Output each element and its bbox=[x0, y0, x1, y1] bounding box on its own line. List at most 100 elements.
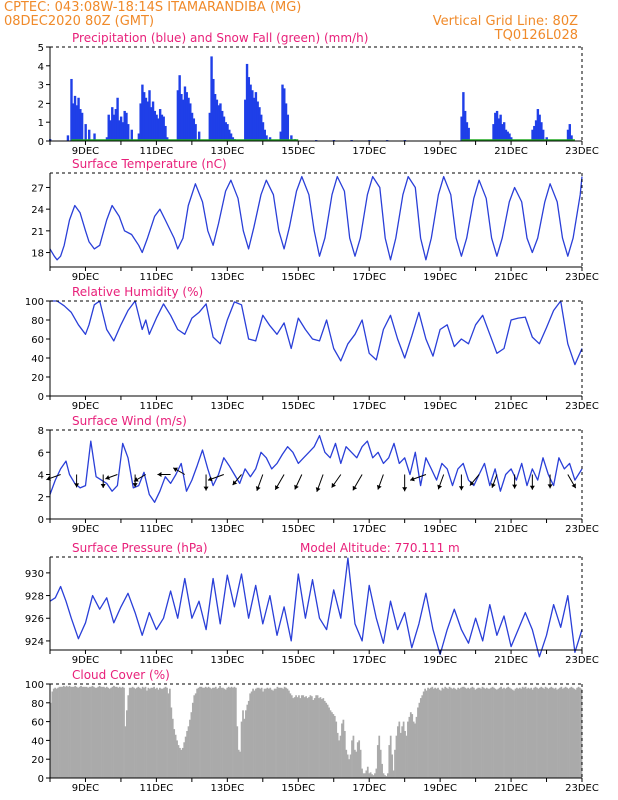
cloud-bar bbox=[450, 687, 452, 778]
precip-bar bbox=[72, 103, 75, 141]
cloud-bar bbox=[140, 688, 143, 778]
cloud-bar bbox=[115, 686, 118, 778]
grid-note: Vertical Grid Line: 80Z bbox=[432, 14, 578, 29]
precip-bar bbox=[160, 114, 164, 141]
cloud-bar bbox=[451, 688, 454, 778]
panel-6: Cloud Cover (%) 0 20 40 60 80 100 9DEC 11DEC 13DE… bbox=[25, 668, 599, 794]
y-tick-label: 924 bbox=[25, 637, 44, 648]
cloud-bar bbox=[80, 685, 82, 778]
cloud-bar bbox=[256, 687, 259, 778]
cloud-bar bbox=[67, 686, 69, 778]
cloud-bar bbox=[156, 687, 158, 778]
cloud-bar bbox=[95, 687, 98, 778]
cloud-bar bbox=[243, 718, 246, 778]
precip-bar bbox=[281, 84, 284, 141]
x-tick-label: 17DEC bbox=[352, 783, 386, 794]
cloud-bar bbox=[478, 687, 481, 778]
cloud-bar bbox=[442, 688, 445, 778]
cloud-bar bbox=[85, 686, 88, 778]
cloud-bar bbox=[104, 687, 107, 778]
cloud-bar bbox=[323, 700, 326, 778]
precip-bar bbox=[185, 92, 188, 141]
cloud-bar bbox=[170, 707, 173, 778]
cloud-bar bbox=[232, 687, 234, 778]
precip-bar bbox=[79, 109, 82, 141]
cloud-bar bbox=[212, 687, 214, 778]
wind-arrow-head bbox=[133, 477, 139, 482]
cloud-bar bbox=[467, 687, 470, 778]
cloud-bar bbox=[144, 686, 147, 778]
x-tick-label: 23DEC bbox=[565, 783, 599, 794]
cloud-bar bbox=[518, 687, 521, 778]
cloud-bar bbox=[465, 688, 468, 778]
cloud-bar bbox=[242, 710, 244, 778]
cloud-bar bbox=[524, 686, 527, 778]
cloud-bar bbox=[313, 698, 316, 778]
cloud-bar bbox=[326, 704, 329, 778]
cloud-bar bbox=[177, 745, 180, 778]
precip-bar bbox=[247, 77, 251, 141]
cloud-bar bbox=[169, 688, 171, 778]
precip-bar bbox=[492, 124, 495, 141]
x-tick-label: 19DEC bbox=[423, 524, 457, 535]
cloud-bar bbox=[407, 721, 409, 778]
cloud-bar bbox=[250, 691, 253, 778]
x-tick-label: 15DEC bbox=[281, 783, 315, 794]
cloud-bar bbox=[493, 687, 495, 778]
cloud-bar bbox=[392, 770, 395, 778]
cloud-bar bbox=[295, 695, 297, 778]
x-tick-label: 15DEC bbox=[281, 655, 315, 666]
precip-bar bbox=[499, 114, 502, 141]
cloud-bar bbox=[60, 686, 62, 778]
cloud-bar bbox=[503, 687, 505, 778]
cloud-bar bbox=[500, 686, 502, 778]
cloud-bar bbox=[341, 723, 343, 778]
precip-bar bbox=[534, 120, 538, 141]
cloud-bar bbox=[576, 687, 578, 778]
precip-bar bbox=[75, 105, 78, 141]
cloud-bar bbox=[375, 768, 378, 778]
x-tick-label: 21DEC bbox=[494, 783, 528, 794]
precip-bar bbox=[545, 137, 548, 141]
cloud-bar bbox=[528, 688, 531, 778]
precip-bar bbox=[465, 122, 469, 141]
cloud-bar bbox=[481, 686, 484, 778]
precip-bar bbox=[197, 131, 201, 141]
cloud-bar bbox=[325, 702, 328, 778]
y-tick-label: 60 bbox=[31, 335, 44, 346]
wind-arrow-head bbox=[547, 484, 553, 489]
cloud-bar bbox=[245, 710, 247, 778]
cloud-bar bbox=[411, 714, 414, 778]
cloud-bar bbox=[362, 773, 365, 778]
cloud-bar bbox=[331, 712, 333, 778]
cloud-bar bbox=[74, 685, 77, 778]
wind-arrow-head bbox=[331, 482, 336, 488]
x-tick-label: 9DEC bbox=[72, 655, 99, 666]
cloud-bar bbox=[190, 712, 193, 778]
x-tick-label: 23DEC bbox=[565, 655, 599, 666]
precip-bar bbox=[497, 118, 501, 141]
cloud-bar bbox=[230, 686, 233, 778]
series-line bbox=[49, 557, 583, 658]
x-tick-label: 23DEC bbox=[565, 272, 599, 283]
cloud-bar bbox=[207, 686, 210, 778]
cloud-bar bbox=[197, 687, 200, 778]
precip-bar bbox=[123, 110, 126, 141]
precip-bar bbox=[258, 107, 261, 141]
cloud-bar bbox=[516, 687, 518, 778]
y-tick-label: 20 bbox=[31, 755, 44, 766]
x-tick-label: 9DEC bbox=[72, 272, 99, 283]
precip-bar bbox=[501, 124, 504, 141]
precip-bar bbox=[189, 103, 192, 141]
cloud-bar bbox=[174, 734, 177, 778]
cloud-bar bbox=[389, 735, 392, 778]
precip-bar bbox=[244, 99, 247, 141]
y-tick-label: 8 bbox=[38, 426, 44, 437]
cloud-bar bbox=[154, 688, 157, 778]
precip-bar bbox=[531, 129, 534, 141]
cloud-bar bbox=[527, 687, 530, 778]
precip-bar bbox=[251, 90, 254, 141]
cloud-bar bbox=[569, 687, 571, 778]
cloud-bar bbox=[309, 695, 312, 778]
cloud-bar bbox=[278, 687, 280, 778]
